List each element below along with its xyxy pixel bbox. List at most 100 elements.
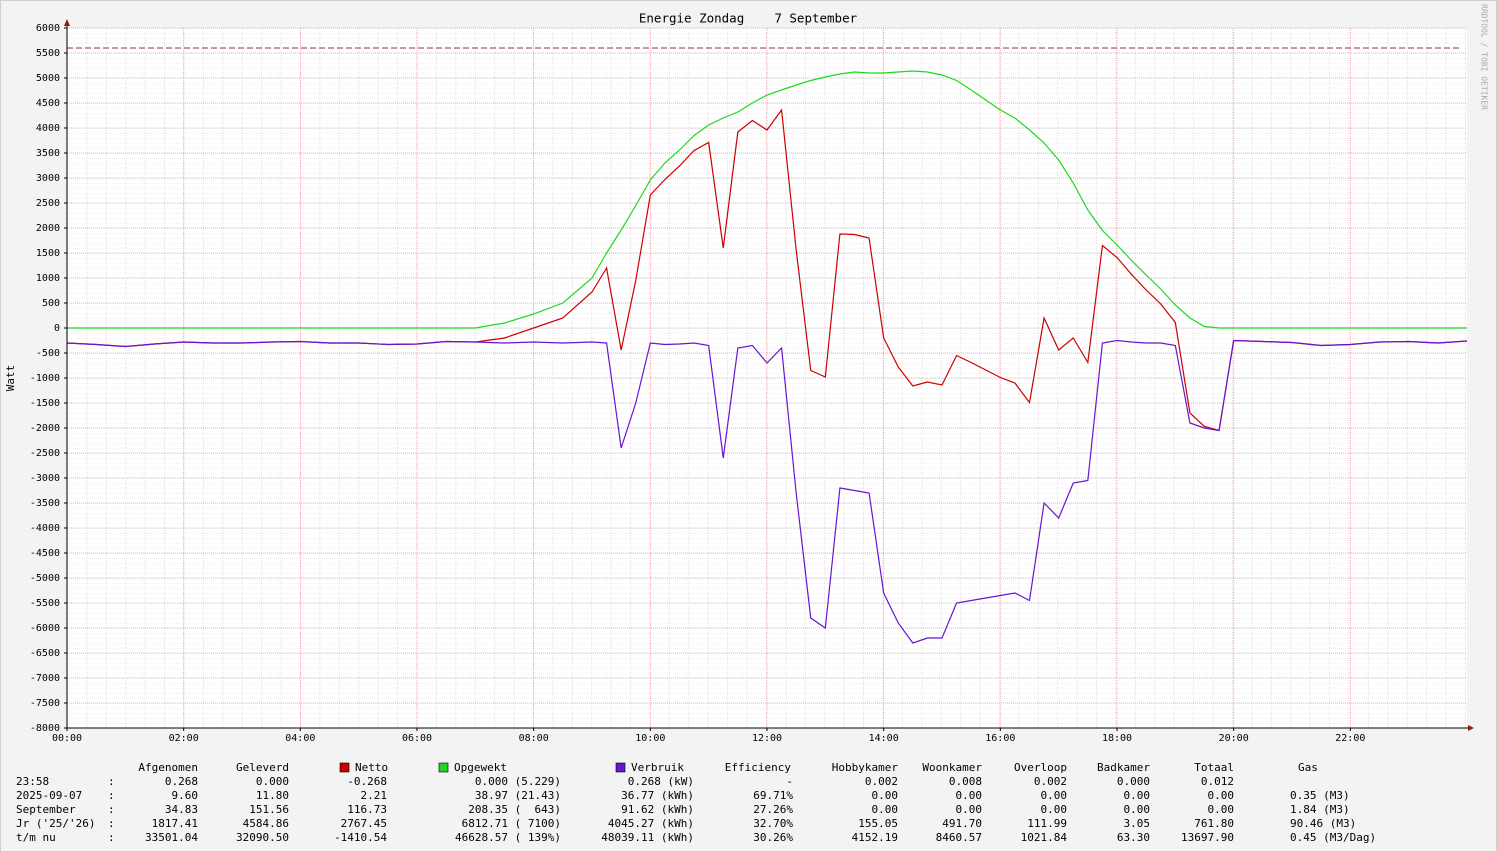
table-cell: 1817.41: [152, 817, 198, 830]
column-header: Woonkamer: [922, 761, 982, 774]
table-cell: 32.70%: [753, 817, 793, 830]
y-tick-label: -3000: [30, 473, 60, 484]
table-cell: 1021.84: [1021, 831, 1068, 844]
x-tick-label: 12:00: [752, 733, 782, 744]
table-cell: 13697.90: [1181, 831, 1234, 844]
row-label: 23:58: [16, 775, 49, 788]
table-cell: 9.60: [172, 789, 199, 802]
table-cell: -1410.54: [334, 831, 387, 844]
x-tick-label: 04:00: [285, 733, 315, 744]
y-tick-label: 5000: [36, 73, 60, 84]
table-cell: 1.84 (M3): [1290, 803, 1350, 816]
table-cell: 36.77 (kWh): [621, 789, 694, 802]
y-tick-label: -1000: [30, 373, 60, 384]
y-tick-label: -4500: [30, 548, 60, 559]
row-label: Jr ('25/'26): [16, 817, 95, 830]
y-tick-label: -3500: [30, 498, 60, 509]
table-cell: 6812.71 ( 7100): [462, 817, 561, 830]
series-lines: [66, 70, 1468, 644]
table-cell: 4152.19: [852, 831, 898, 844]
table-cell: 0.00: [872, 803, 899, 816]
table-cell: 4584.86: [243, 817, 289, 830]
column-header: Totaal: [1194, 761, 1234, 774]
y-tick-label: 6000: [36, 23, 60, 34]
table-cell: 0.00: [956, 789, 983, 802]
column-header: Afgenomen: [138, 761, 198, 774]
table-cell: 33501.04: [145, 831, 198, 844]
table-cell: 48039.11 (kWh): [601, 831, 694, 844]
table-cell: 3.05: [1124, 817, 1151, 830]
table-cell: 0.008: [949, 775, 982, 788]
legend-swatch: [615, 762, 626, 773]
y-tick-label: -7000: [30, 673, 60, 684]
table-cell: 69.71%: [753, 789, 793, 802]
x-arrow: [1468, 725, 1474, 731]
x-tick-label: 16:00: [985, 733, 1015, 744]
row-label: September: [16, 803, 76, 816]
y-tick-label: -5500: [30, 598, 60, 609]
legend-swatch: [438, 762, 449, 773]
y-tick-label: 1000: [36, 273, 60, 284]
column-header: Badkamer: [1097, 761, 1150, 774]
y-tick-label: -7500: [30, 698, 60, 709]
table-cell: 151.56: [249, 803, 289, 816]
table-cell: 0.002: [1034, 775, 1067, 788]
table-cell: 0.002: [865, 775, 898, 788]
column-header: Efficiency: [725, 761, 792, 774]
y-tick-label: -8000: [30, 723, 60, 734]
x-tick-label: 18:00: [1102, 733, 1132, 744]
table-cell: 0.00: [956, 803, 983, 816]
y-tick-label: 1500: [36, 248, 60, 259]
y-tick-label: -5000: [30, 573, 60, 584]
y-tick-label: 2500: [36, 198, 60, 209]
legend-label: Opgewekt: [454, 761, 507, 774]
table-cell: 0.00: [1208, 803, 1235, 816]
y-tick-label: 5500: [36, 48, 60, 59]
grid: [64, 27, 1467, 731]
table-cell: 30.26%: [753, 831, 793, 844]
x-tick-label: 20:00: [1219, 733, 1249, 744]
table-cell: 0.268 (kW): [628, 775, 694, 788]
y-tick-label: 3500: [36, 148, 60, 159]
series-line: [66, 339, 1468, 644]
x-tick-label: 14:00: [869, 733, 899, 744]
x-tick-label: 08:00: [519, 733, 549, 744]
row-label: 2025-09-07: [16, 789, 82, 802]
x-tick-label: 22:00: [1335, 733, 1365, 744]
table-cell: 0.000 (5.229): [475, 775, 561, 788]
legend-label: Netto: [355, 761, 388, 774]
table-cell: 8460.57: [936, 831, 982, 844]
table-cell: 0.00: [1124, 789, 1151, 802]
column-header: Overloop: [1014, 761, 1067, 774]
legend-table: Afgenomen Geleverd Efficiency Hobbykamer Woo…: [16, 761, 1376, 844]
y-tick-label: 0: [54, 323, 60, 334]
table-cell: 27.26%: [753, 803, 793, 816]
table-cell: 46628.57 ( 139%): [455, 831, 561, 844]
y-tick-label: -1500: [30, 398, 60, 409]
table-cell: 0.45 (M3/Dag): [1290, 831, 1376, 844]
column-header: Gas: [1298, 761, 1318, 774]
table-cell: 32090.50: [236, 831, 289, 844]
separator: :: [108, 775, 115, 788]
legend-swatch: [339, 762, 350, 773]
table-cell: 63.30: [1117, 831, 1150, 844]
y-arrow: [64, 19, 70, 26]
table-cell: 0.000: [256, 775, 289, 788]
column-header: Geleverd: [236, 761, 289, 774]
table-cell: 0.35 (M3): [1290, 789, 1350, 802]
y-tick-label: 500: [42, 298, 60, 309]
x-tick-label: 02:00: [169, 733, 199, 744]
table-cell: 90.46 (M3): [1290, 817, 1356, 830]
y-tick-label: 4500: [36, 98, 60, 109]
y-tick-label: 3000: [36, 173, 60, 184]
table-cell: 0.000: [1117, 775, 1150, 788]
table-cell: 34.83: [165, 803, 198, 816]
column-header: Hobbykamer: [832, 761, 899, 774]
row-label: t/m nu: [16, 831, 56, 844]
y-tick-label: -4000: [30, 523, 60, 534]
table-cell: 0.00: [1041, 803, 1068, 816]
table-cell: 11.80: [256, 789, 289, 802]
x-tick-label: 10:00: [635, 733, 665, 744]
table-cell: 0.00: [872, 789, 899, 802]
